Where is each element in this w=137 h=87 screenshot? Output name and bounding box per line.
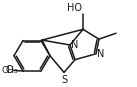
- Text: CH₃: CH₃: [1, 66, 18, 75]
- Text: N: N: [72, 40, 79, 50]
- Text: O: O: [6, 65, 14, 75]
- Text: HO: HO: [67, 3, 82, 13]
- Text: S: S: [61, 75, 67, 85]
- Text: N: N: [98, 49, 105, 59]
